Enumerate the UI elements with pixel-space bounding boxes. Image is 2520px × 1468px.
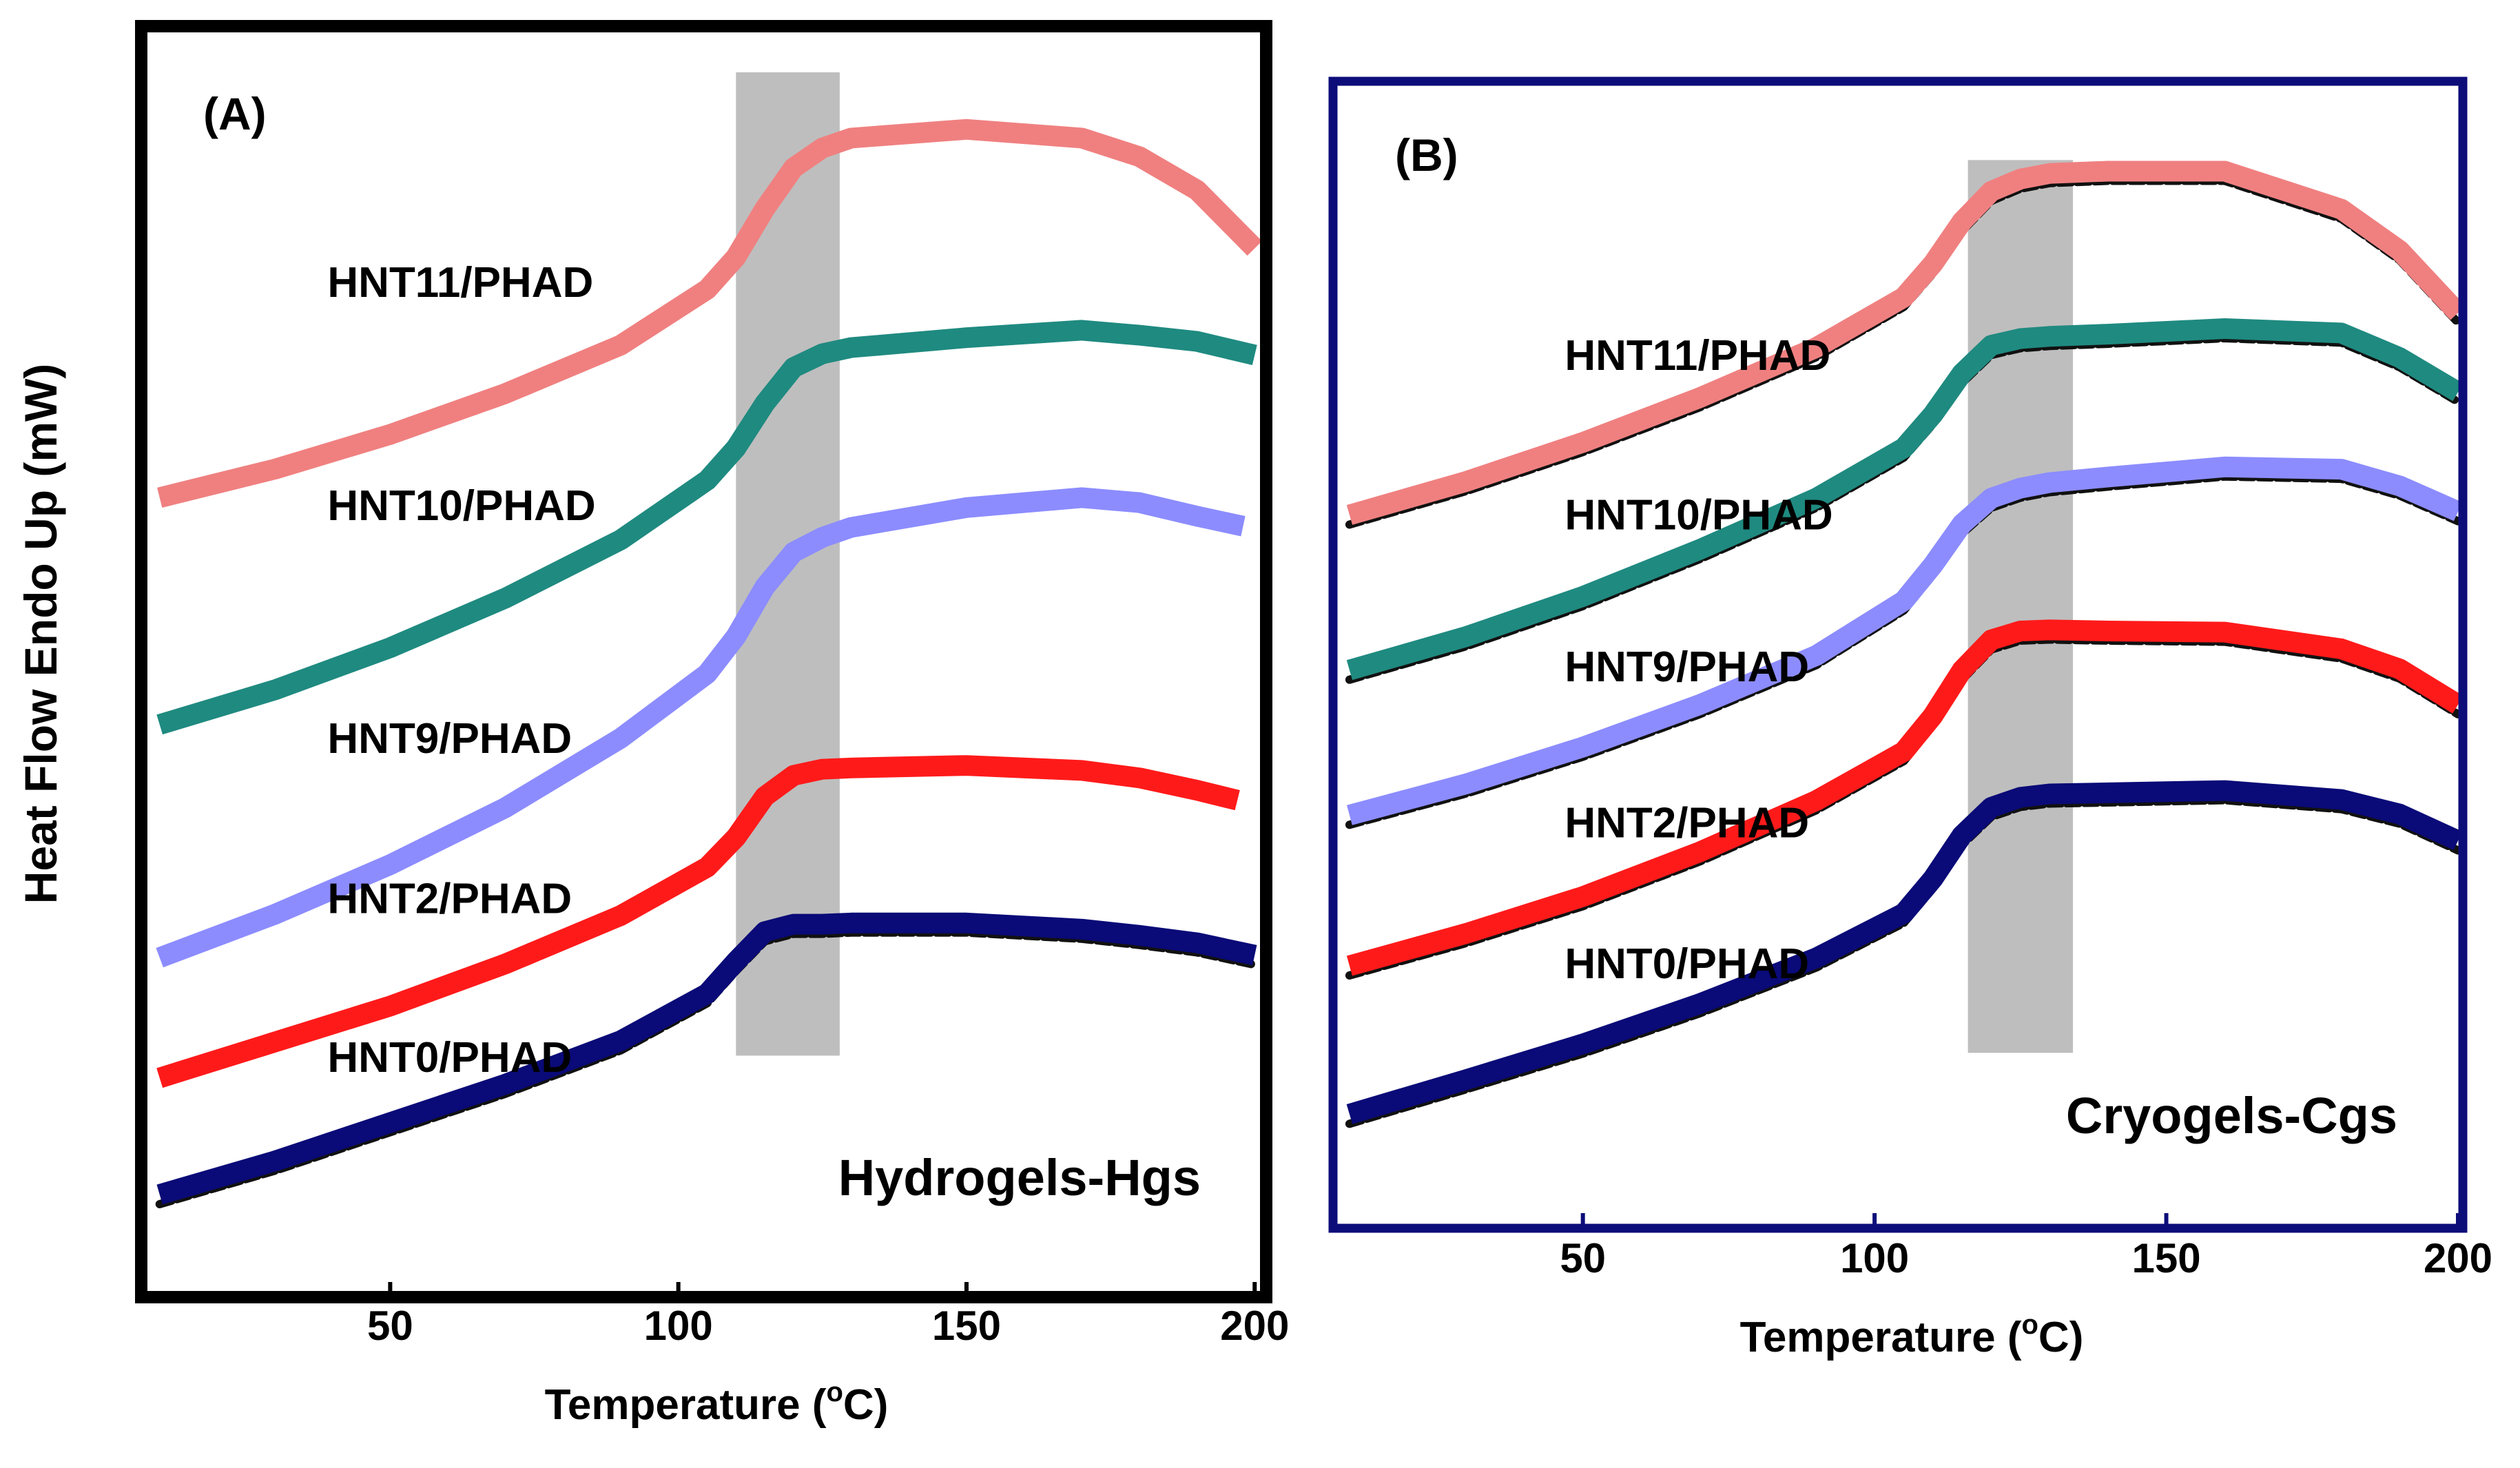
x-tick-label: 50 bbox=[1560, 1235, 1606, 1281]
series-line-hnt10-phad bbox=[1346, 318, 2464, 681]
series-line-hnt11-phad bbox=[157, 118, 1262, 508]
panel-label: (B) bbox=[1395, 130, 1458, 180]
panel-b: HNT11/PHAD HNT10/PHAD HNT9/PHAD HNT2/PHAD HN… bbox=[1328, 76, 2492, 1361]
x-tick-label: 200 bbox=[1220, 1303, 1289, 1349]
series-label-hnt2-phad: HNT2/PHAD bbox=[327, 875, 572, 922]
tg-highlight-band bbox=[1968, 160, 2074, 1053]
panel-a: HNT11/PHAD HNT10/PHAD HNT9/PHAD HNT2/PHAD HN… bbox=[135, 20, 1289, 1429]
x-tick-label: 100 bbox=[1840, 1235, 1909, 1281]
series-line-hnt2-phad bbox=[156, 755, 1240, 1088]
series-line-hnt0-phad bbox=[156, 912, 1257, 1205]
x-tick-label: 50 bbox=[367, 1303, 413, 1349]
x-tick-label: 200 bbox=[2424, 1235, 2492, 1281]
series-label-hnt9-phad: HNT9/PHAD bbox=[1564, 643, 1809, 691]
panel-frame bbox=[135, 20, 1272, 1303]
series-label-hnt11-phad: HNT11/PHAD bbox=[327, 259, 593, 307]
panel-annotation: Hydrogels-Hgs bbox=[838, 1149, 1201, 1206]
series-label-hnt10-phad: HNT10/PHAD bbox=[1564, 492, 1832, 539]
x-axis-title: Temperature (oC) bbox=[545, 1377, 889, 1429]
panel-frame bbox=[1328, 76, 2468, 1233]
y-axis-title: Heat Flow Endo Up (mW) bbox=[15, 364, 66, 904]
x-axis-title: Temperature (oC) bbox=[1740, 1310, 2084, 1361]
series-label-hnt10-phad: HNT10/PHAD bbox=[327, 482, 595, 530]
series-label-hnt0-phad: HNT0/PHAD bbox=[1564, 940, 1809, 988]
x-tick-label: 100 bbox=[644, 1303, 713, 1349]
x-tick-label: 150 bbox=[932, 1303, 1001, 1349]
series-line-hnt9-phad bbox=[1347, 456, 2463, 825]
series-line-hnt11-phad bbox=[1346, 161, 2466, 525]
panel-label: (A) bbox=[203, 88, 267, 139]
series-line-hnt0-phad bbox=[1346, 780, 2463, 1124]
series-line-hnt2-phad bbox=[1346, 619, 2464, 976]
x-tick-label: 150 bbox=[2132, 1235, 2201, 1281]
series-label-hnt9-phad: HNT9/PHAD bbox=[327, 715, 572, 763]
series-label-hnt11-phad: HNT11/PHAD bbox=[1564, 332, 1830, 380]
panel-annotation: Cryogels-Cgs bbox=[2066, 1087, 2397, 1144]
series-line-hnt10-phad bbox=[156, 320, 1257, 735]
series-line-hnt9-phad bbox=[156, 487, 1246, 968]
series-label-hnt2-phad: HNT2/PHAD bbox=[1564, 800, 1809, 847]
series-label-hnt0-phad: HNT0/PHAD bbox=[327, 1034, 572, 1082]
